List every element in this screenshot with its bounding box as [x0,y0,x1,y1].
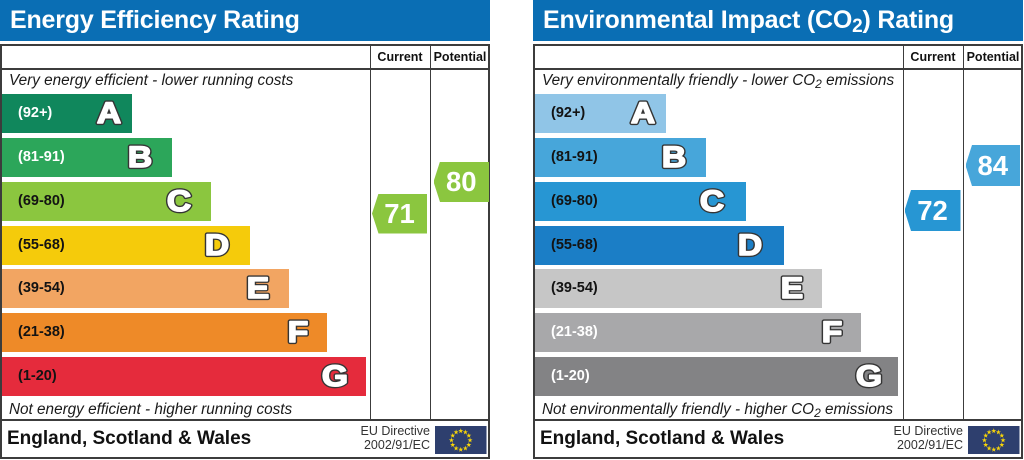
svg-text:F: F [821,315,842,349]
svg-text:A: A [630,96,654,130]
svg-text:E: E [780,271,802,305]
svg-text:E: E [247,271,269,305]
svg-text:A: A [97,96,121,130]
svg-text:C: C [166,184,190,218]
svg-text:G: G [855,359,881,393]
svg-text:D: D [204,227,228,261]
svg-text:G: G [322,359,348,393]
svg-text:C: C [700,184,724,218]
svg-text:C: C [166,184,190,218]
svg-text:B: B [661,140,685,174]
svg-text:G: G [855,359,881,393]
svg-text:D: D [738,227,762,261]
svg-text:A: A [630,96,654,130]
svg-text:C: C [700,184,724,218]
svg-text:E: E [247,271,269,305]
svg-text:F: F [288,315,309,349]
svg-text:B: B [128,140,152,174]
svg-text:D: D [204,227,228,261]
svg-text:F: F [288,315,309,349]
svg-text:F: F [821,315,842,349]
svg-text:G: G [322,359,348,393]
svg-text:E: E [780,271,802,305]
svg-text:B: B [128,140,152,174]
svg-text:D: D [738,227,762,261]
svg-text:A: A [97,96,121,130]
svg-text:B: B [661,140,685,174]
